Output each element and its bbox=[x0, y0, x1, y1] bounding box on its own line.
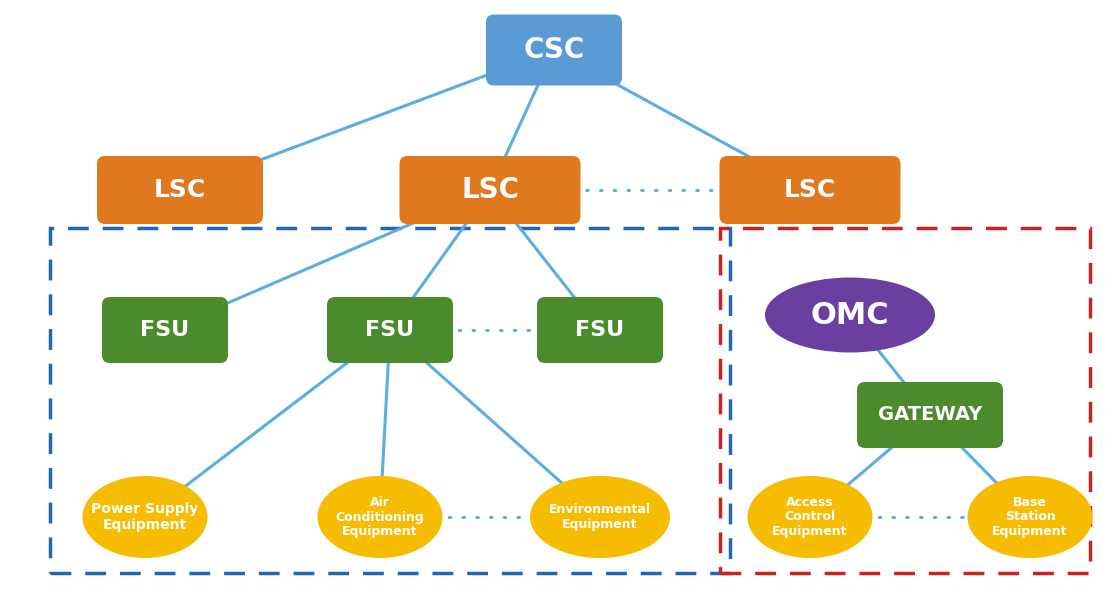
FancyBboxPatch shape bbox=[400, 156, 581, 224]
Ellipse shape bbox=[765, 277, 935, 352]
Text: FSU: FSU bbox=[575, 320, 625, 340]
Ellipse shape bbox=[318, 476, 442, 558]
FancyBboxPatch shape bbox=[719, 156, 901, 224]
Text: LSC: LSC bbox=[783, 178, 837, 202]
Text: Air
Conditioning
Equipment: Air Conditioning Equipment bbox=[336, 496, 424, 538]
Text: FSU: FSU bbox=[366, 320, 414, 340]
Text: Environmental
Equipment: Environmental Equipment bbox=[548, 503, 652, 531]
Ellipse shape bbox=[748, 476, 872, 558]
Ellipse shape bbox=[967, 476, 1092, 558]
FancyBboxPatch shape bbox=[102, 297, 228, 363]
Text: OMC: OMC bbox=[811, 300, 890, 330]
Ellipse shape bbox=[82, 476, 207, 558]
Text: Power Supply
Equipment: Power Supply Equipment bbox=[91, 502, 198, 532]
Text: Access
Control
Equipment: Access Control Equipment bbox=[772, 496, 848, 538]
FancyBboxPatch shape bbox=[327, 297, 453, 363]
FancyBboxPatch shape bbox=[486, 14, 622, 86]
Text: FSU: FSU bbox=[141, 320, 189, 340]
Text: GATEWAY: GATEWAY bbox=[878, 406, 982, 424]
FancyBboxPatch shape bbox=[856, 382, 1003, 448]
Text: Base
Station
Equipment: Base Station Equipment bbox=[993, 496, 1068, 538]
Ellipse shape bbox=[530, 476, 670, 558]
Text: CSC: CSC bbox=[523, 36, 585, 64]
FancyBboxPatch shape bbox=[537, 297, 663, 363]
Text: LSC: LSC bbox=[154, 178, 206, 202]
FancyBboxPatch shape bbox=[98, 156, 263, 224]
Text: LSC: LSC bbox=[461, 176, 519, 204]
